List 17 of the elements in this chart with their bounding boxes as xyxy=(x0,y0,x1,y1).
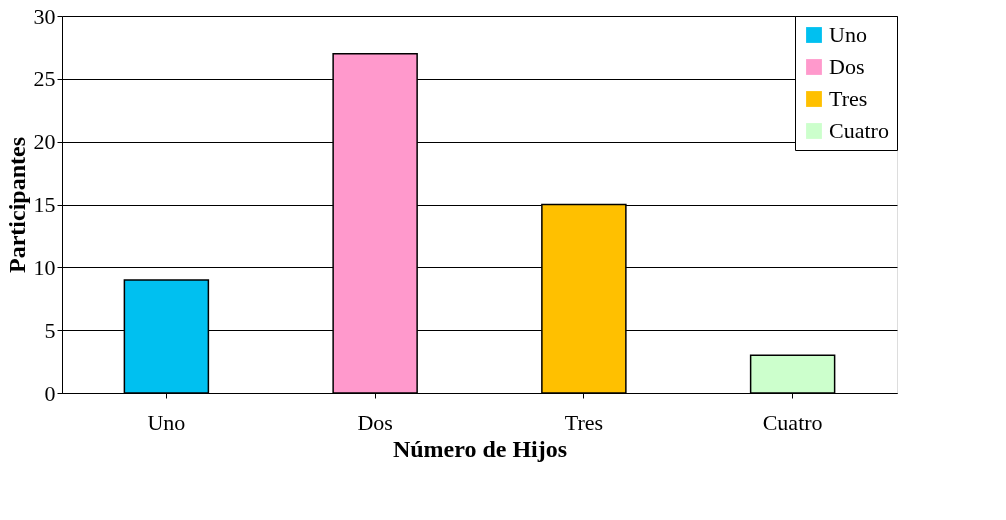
legend-label: Cuatro xyxy=(829,118,889,143)
y-tick-label: 0 xyxy=(44,380,56,406)
y-tick-label: 25 xyxy=(33,66,56,92)
y-tick-label: 30 xyxy=(33,3,56,29)
y-tick-label: 10 xyxy=(33,254,56,280)
x-axis-title: Número de Hijos xyxy=(392,435,568,462)
x-tick-label: Uno xyxy=(147,409,186,435)
y-tick-label: 20 xyxy=(33,129,56,155)
legend-label: Tres xyxy=(829,86,868,111)
x-tick-label: Dos xyxy=(357,409,393,435)
y-axis-title: Participantes xyxy=(3,137,30,273)
legend-label: Uno xyxy=(829,22,867,47)
legend-label: Dos xyxy=(829,54,865,79)
y-tick-label: 15 xyxy=(33,192,56,217)
x-tick-label: Tres xyxy=(564,409,604,435)
x-tick-label: Cuatro xyxy=(762,409,823,435)
y-tick-label: 5 xyxy=(44,317,56,343)
